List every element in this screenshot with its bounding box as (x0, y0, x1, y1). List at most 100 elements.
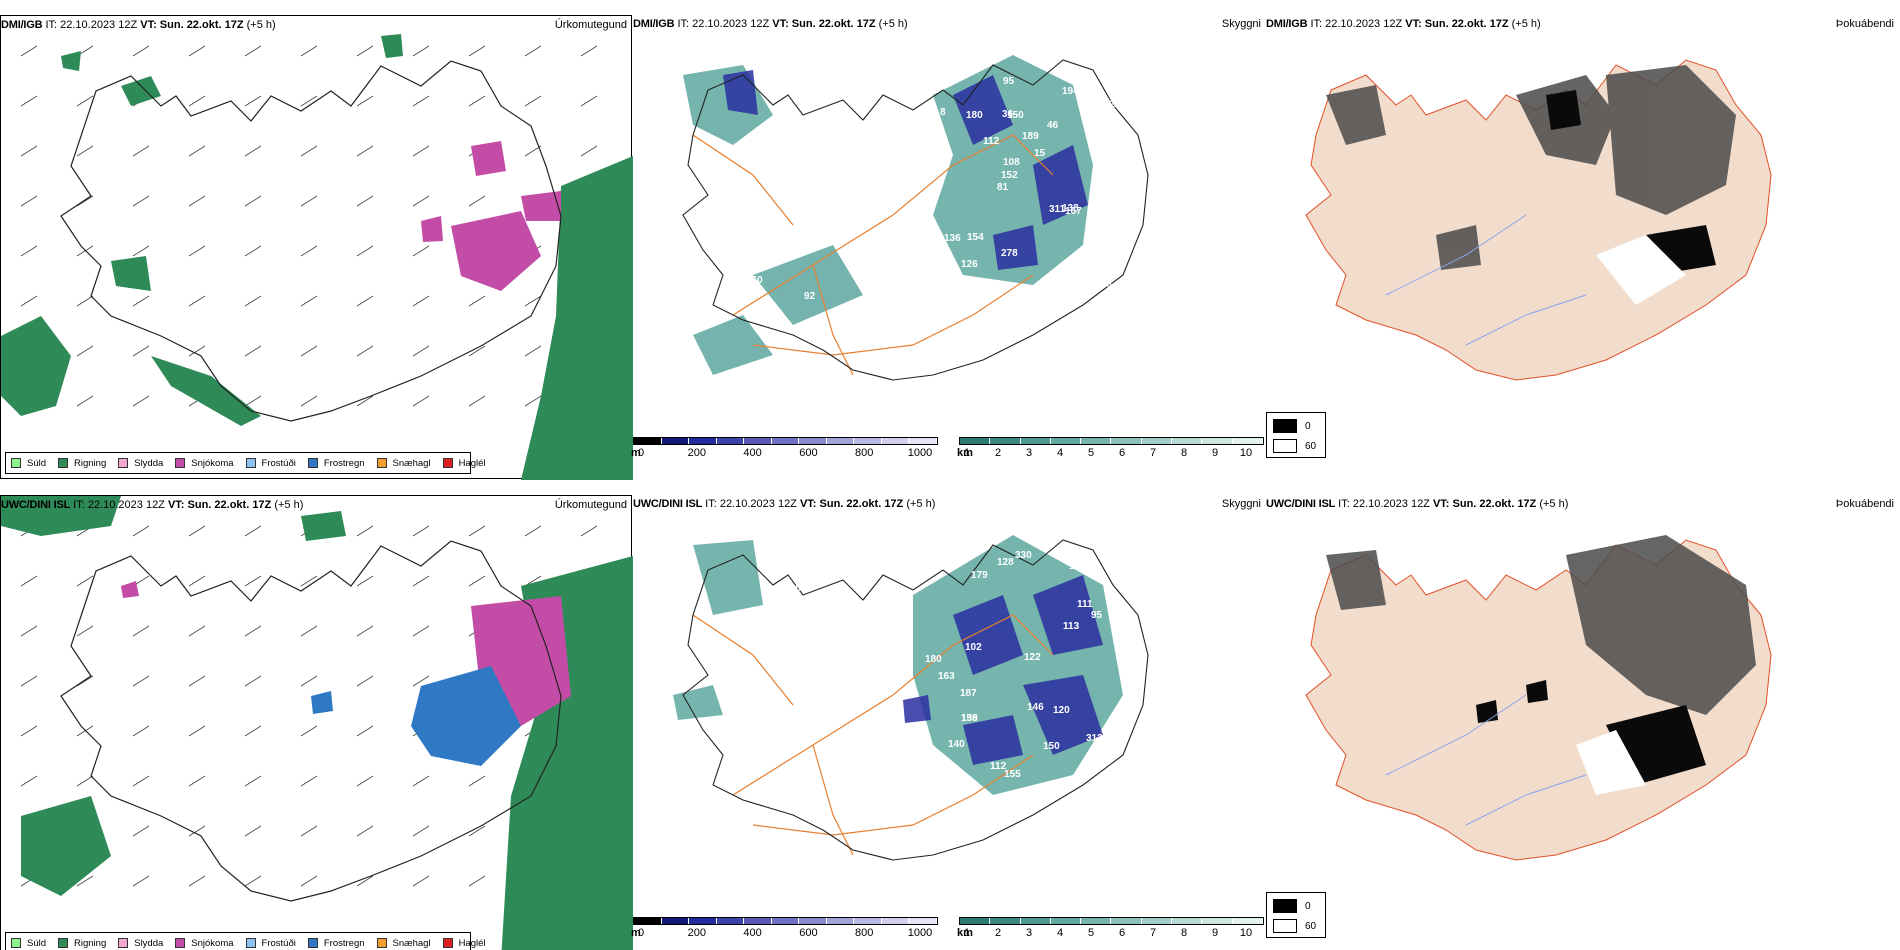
wind-barb (300, 345, 318, 357)
colorbar-swatch (799, 438, 827, 444)
wind-barb (244, 395, 262, 407)
wind-barb (468, 825, 486, 837)
visibility-value-label: 92 (804, 291, 816, 302)
colorbar-tick-label: 2 (994, 927, 1002, 939)
colorbar-swatch (716, 438, 745, 444)
wind-barb (524, 95, 542, 107)
colorbar-tick-label: 1000 (907, 927, 933, 939)
wind-barb (244, 825, 262, 837)
wind-barb (412, 625, 430, 637)
wind-barb (356, 675, 374, 687)
wind-barb (132, 195, 150, 207)
colorbar-swatch (990, 918, 1021, 924)
panel-header: DMI/IGB IT: 22.10.2023 12Z VT: Sun. 22.o… (1266, 15, 1898, 33)
precip-legend-item: Haglél (442, 457, 486, 469)
wind-barb (244, 345, 262, 357)
precip-legend-label: Snjókoma (191, 457, 234, 469)
visibility-value-label: 152 (1001, 170, 1018, 181)
visibility-value-label: 158 (961, 713, 978, 724)
precip-legend-item: Rigning (58, 938, 106, 949)
wind-barb (76, 245, 94, 257)
precip-legend-swatch (307, 458, 318, 468)
colorbar-swatch (1172, 918, 1203, 924)
visibility-value-label: 278 (1001, 248, 1018, 259)
colorbar-swatch (1050, 918, 1082, 924)
wind-barb (132, 145, 150, 157)
wind-barb (76, 95, 94, 107)
colorbar-unit: km (957, 927, 973, 939)
wind-barb (468, 345, 486, 357)
wind-barb (356, 525, 374, 537)
precip-legend-swatch (175, 458, 186, 468)
precip-legend-item: Frostúði (245, 938, 296, 949)
wind-barb (300, 575, 318, 587)
precip-legend-label: Rigning (74, 457, 107, 469)
wind-barb (188, 345, 206, 357)
visibility-value-label: 112 (983, 136, 1000, 147)
panel-header: UWC/DINI ISL IT: 22.10.2023 12Z VT: Sun.… (633, 495, 1265, 513)
colorbar-swatch (960, 438, 991, 444)
visibility-value-label: 167 (1065, 206, 1082, 217)
wind-barb (356, 825, 374, 837)
wind-barb (524, 145, 542, 157)
colorbar-swatch (771, 918, 800, 924)
wind-barbs (20, 45, 598, 407)
visibility-value-label: 101 (758, 138, 775, 149)
visibility-value-label: 111 (797, 637, 813, 648)
lead-time: (+5 h) (246, 19, 276, 31)
precip-legend-swatch (11, 458, 21, 468)
precip-legend-item: Rigning (58, 458, 106, 469)
wind-barb (468, 875, 486, 887)
visibility-labels: 93 70 72 81 46 141 36 189 136 112 137 126 150 15 167 8 9… (736, 76, 1140, 302)
wind-barb (76, 145, 94, 157)
wind-barb (468, 195, 486, 207)
wind-barb (300, 775, 318, 787)
visibility-value-label: 141 (947, 282, 964, 293)
colorbar-tick-label: 4 (1056, 927, 1064, 939)
wind-barb (412, 775, 430, 787)
colorbar-swatch (634, 918, 662, 924)
visibility-value-label: 154 (967, 232, 984, 243)
model-name: UWC/DINI ISL (1266, 498, 1336, 510)
colorbar-tick-label: 8 (1180, 927, 1188, 939)
colorbar-tick-label: 0 (637, 927, 645, 939)
wind-barb (300, 875, 318, 887)
precip-legend-item: Snjókoma (175, 938, 234, 949)
precip-legend-item: Frostregn (307, 458, 365, 469)
wind-barb (524, 345, 542, 357)
visibility-value-label: 209 (1123, 150, 1140, 161)
colorbar-swatch (1232, 918, 1263, 924)
visibility-panel-dmi: 93 70 72 81 46 141 36 189 136 112 137 126 150 15 167 8 9… (631, 15, 1265, 479)
colorbar-swatch (1081, 438, 1112, 444)
wind-barb (188, 45, 206, 57)
visibility-value-label: 126 (961, 259, 978, 270)
snow-areas (421, 141, 561, 291)
panel-title: Þokuábendi (1835, 18, 1894, 30)
precip-legend-swatch (58, 458, 69, 468)
precip-legend-label: Haglél (458, 457, 486, 469)
colorbar-swatch (826, 918, 855, 924)
visibility-value-label: 179 (971, 570, 988, 581)
colorbar-swatch (716, 918, 745, 924)
colorbar-strip (633, 917, 938, 925)
panel-title: Þokuábendi (1835, 498, 1894, 510)
wind-barb (244, 295, 262, 307)
precip-legend-item: Slydda (118, 938, 163, 949)
wind-barb (412, 575, 430, 587)
init-time: IT: 22.10.2023 12Z (1338, 498, 1430, 510)
visibility-value-label: 11 (773, 734, 784, 745)
wind-barb (188, 95, 206, 107)
wind-barb (468, 295, 486, 307)
wind-barb (76, 575, 94, 587)
colorbar-swatch (1141, 438, 1173, 444)
rivers (1385, 214, 1587, 346)
colorbar-swatch (799, 918, 827, 924)
colorbar-tick-label: 0 (637, 447, 645, 459)
colorbar-tick-label: 7 (1149, 447, 1157, 459)
visibility-value-label: 189 (1022, 131, 1039, 142)
colorbar-swatch (1172, 438, 1203, 444)
wind-barb (132, 245, 150, 257)
model-name: DMI/IGB (633, 18, 675, 30)
wind-barb (20, 145, 38, 157)
colorbar-swatch (854, 438, 882, 444)
